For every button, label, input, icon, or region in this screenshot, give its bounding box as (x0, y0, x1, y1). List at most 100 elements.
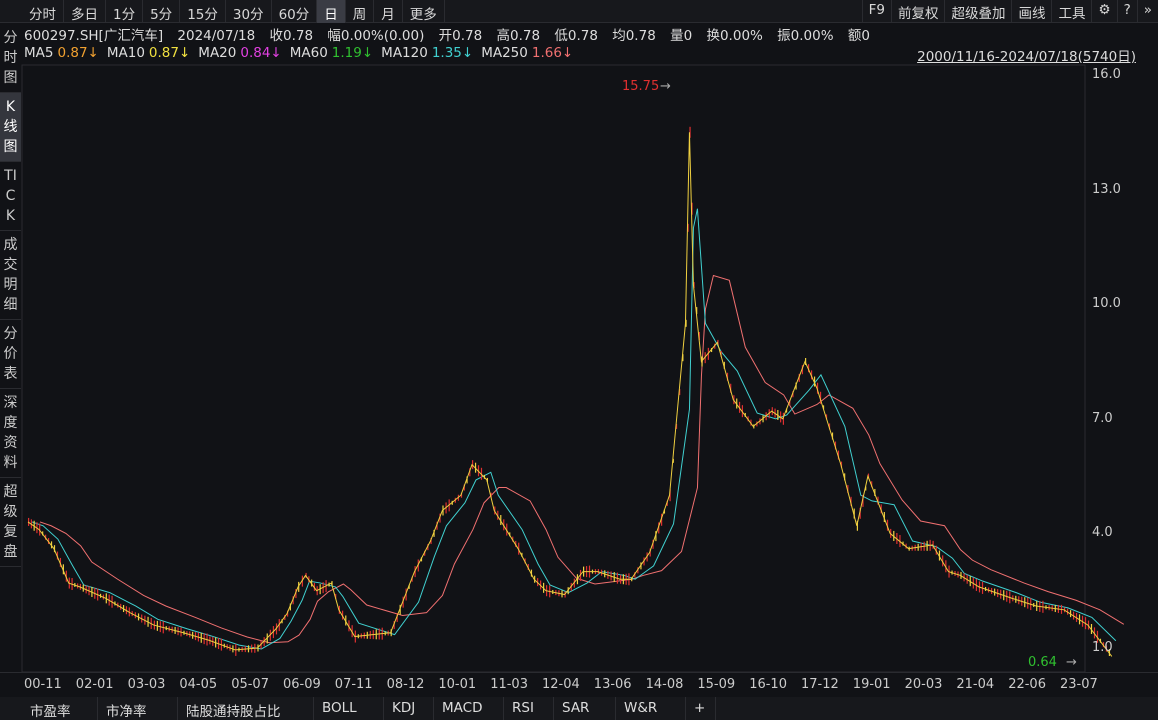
y-tick: 10.0 (1092, 296, 1121, 312)
side-tab-timeshare[interactable]: 分时图 (0, 24, 21, 93)
more-icon[interactable]: » (1136, 0, 1158, 23)
candle (414, 566, 416, 578)
candle (490, 492, 492, 498)
x-tick: 16-10 (749, 677, 787, 692)
stock-code: 600297.SH[广汇汽车] (24, 28, 164, 44)
indicator-tab-7[interactable]: SAR (554, 697, 616, 720)
help-icon[interactable]: ? (1116, 0, 1137, 23)
candle (56, 551, 59, 560)
candle (730, 383, 732, 393)
candle (886, 519, 889, 531)
candle (424, 550, 426, 556)
candle (828, 423, 831, 430)
candle (795, 382, 797, 390)
tab-2[interactable]: 1分 (106, 0, 144, 23)
tab-3[interactable]: 5分 (143, 0, 181, 23)
indicator-tab-1[interactable]: 市净率 (98, 697, 178, 720)
date-range-selector[interactable]: 2000/11/16-2024/07/18(5740日) (917, 49, 1136, 65)
candle (687, 223, 689, 232)
candle (942, 555, 944, 567)
candle (837, 450, 840, 460)
ma-value: 0.87↓ (57, 45, 99, 61)
tool-4[interactable]: 工具 (1051, 0, 1091, 23)
side-tab-kline[interactable]: K线图 (0, 93, 21, 162)
x-tick: 21-04 (956, 677, 995, 692)
tab-10[interactable]: 更多 (403, 0, 445, 23)
candle (518, 542, 520, 555)
ma-value: 0.87↓ (148, 45, 191, 61)
candle (62, 564, 64, 575)
side-tab-price-table[interactable]: 分价表 (0, 320, 21, 389)
indicator-tab-8[interactable]: W&R (616, 697, 686, 720)
candle (295, 589, 297, 599)
candle (503, 519, 505, 531)
tool-1[interactable]: 前复权 (890, 0, 945, 23)
candle (655, 531, 657, 542)
indicator-tab-3[interactable]: BOLL (314, 697, 384, 720)
candle (856, 520, 858, 531)
candle (405, 588, 407, 601)
side-tab-label: 分价表 (3, 326, 18, 382)
side-tab-label: 分时图 (3, 30, 18, 86)
candle (672, 458, 674, 463)
avg-price: 均0.78 (612, 28, 656, 44)
side-tab-depth[interactable]: 深度资料 (0, 389, 21, 478)
x-tick: 11-03 (490, 677, 528, 692)
indicator-tab-2[interactable]: 陆股通持股占比 (178, 697, 314, 720)
candle (666, 500, 668, 506)
candle (59, 557, 62, 567)
side-tab-label: 超级复盘 (3, 484, 18, 560)
quote-date: 2024/07/18 (177, 28, 256, 44)
indicator-tab-9[interactable]: + (686, 697, 716, 720)
tab-7[interactable]: 日 (317, 0, 346, 23)
ma-value: 1.35↓ (431, 45, 474, 61)
candle (512, 536, 514, 542)
candle (874, 488, 876, 496)
candle (411, 576, 413, 582)
x-tick: 07-11 (334, 677, 373, 692)
candle (831, 432, 834, 440)
tab-9[interactable]: 月 (374, 0, 403, 23)
gear-icon[interactable]: ⚙ (1091, 0, 1116, 23)
tool-0[interactable]: F9 (861, 0, 891, 23)
candle (825, 414, 828, 420)
candle (782, 412, 784, 425)
pointer-arrow-icon: → (660, 79, 671, 94)
candle (506, 523, 508, 536)
tab-5[interactable]: 30分 (226, 0, 272, 23)
candle (515, 540, 517, 547)
candle (840, 461, 843, 468)
side-tab-tick[interactable]: TICK (0, 162, 21, 231)
ma-label: MA60 (289, 45, 328, 61)
candle (801, 365, 804, 375)
candle (819, 391, 822, 404)
candle (338, 605, 340, 614)
x-tick: 10-01 (438, 677, 477, 692)
candle (335, 593, 337, 599)
tab-1[interactable]: 多日 (64, 0, 106, 23)
ma-value: 1.19↓ (331, 45, 374, 61)
candle (938, 550, 941, 561)
candle (696, 307, 698, 315)
candle (685, 319, 687, 327)
candle (877, 496, 879, 505)
tab-8[interactable]: 周 (346, 0, 375, 23)
low-price: 低0.78 (554, 28, 598, 44)
indicator-tab-6[interactable]: RSI (504, 697, 554, 720)
candle (351, 625, 353, 638)
tab-4[interactable]: 15分 (180, 0, 226, 23)
side-tab-review[interactable]: 超级复盘 (0, 478, 21, 567)
tab-6[interactable]: 60分 (272, 0, 318, 23)
tool-2[interactable]: 超级叠加 (944, 0, 1011, 23)
indicator-tab-5[interactable]: MACD (434, 697, 504, 720)
side-tab-label: TICK (4, 168, 17, 224)
tab-0[interactable]: 分时 (22, 0, 64, 23)
tool-3[interactable]: 画线 (1011, 0, 1051, 23)
side-tab-trades[interactable]: 成交明细 (0, 231, 21, 320)
indicator-tab-0[interactable]: 市盈率 (22, 697, 98, 720)
candle (883, 512, 885, 523)
y-tick: 1.0 (1092, 640, 1113, 655)
indicator-tab-4[interactable]: KDJ (384, 697, 434, 720)
candle (862, 494, 864, 507)
